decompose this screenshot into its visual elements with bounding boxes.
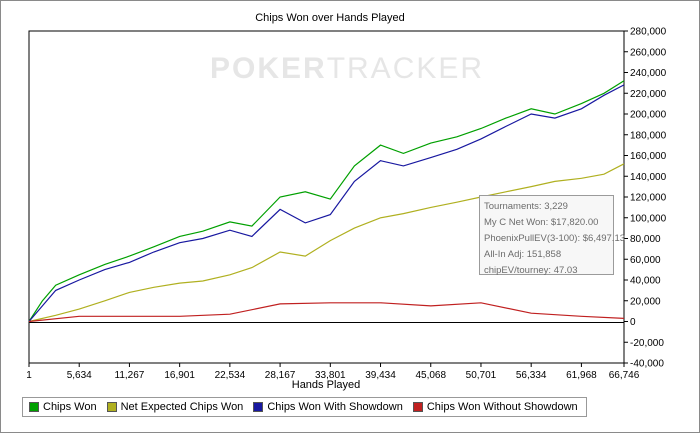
legend-item-1: Net Expected Chips Won <box>106 401 244 413</box>
y-tick-label: 40,000 <box>630 276 661 287</box>
legend-label: Chips Won <box>43 401 97 413</box>
series-lines <box>28 80 625 323</box>
legend-label: Chips Won Without Showdown <box>426 401 578 413</box>
x-axis-label: Hands Played <box>292 379 361 391</box>
x-tick-label: 33,801 <box>315 370 346 381</box>
y-tick-label: 60,000 <box>630 255 661 266</box>
stat-net-won: My C Net Won: $17,820.00 <box>484 217 599 228</box>
x-tick-label: 16,901 <box>164 370 195 381</box>
x-tick-label: 11,267 <box>115 370 145 381</box>
y-tick-label: -40,000 <box>630 359 664 370</box>
series-line-2 <box>28 84 625 322</box>
y-tick-label: 160,000 <box>630 151 667 162</box>
x-tick-label: 61,968 <box>566 370 597 381</box>
y-tick-label: 280,000 <box>630 27 667 38</box>
legend-swatch <box>412 402 423 412</box>
y-tick-label: 100,000 <box>630 213 667 224</box>
y-tick-label: 80,000 <box>630 234 661 245</box>
series-line-1 <box>28 163 625 323</box>
legend-label: Chips Won With Showdown <box>267 401 403 413</box>
stat-phoenix-ev: PhoenixPullEV(3-100): $6,497.13 <box>484 233 626 244</box>
x-tick-label: 28,167 <box>265 370 296 381</box>
x-tick-label: 1 <box>26 370 32 381</box>
legend-item-2: Chips Won With Showdown <box>253 401 403 413</box>
x-tick-label: 22,534 <box>215 370 246 381</box>
x-axis: 1 5,634 11,267 16,901 22,534 28,167 33,801 39,4… <box>26 363 640 381</box>
y-tick-label: 120,000 <box>630 193 667 204</box>
stat-chipev: chipEV/tourney: 47.03 <box>484 265 578 276</box>
x-tick-label: 45,068 <box>415 370 446 381</box>
y-tick-label: 220,000 <box>630 89 667 100</box>
y-tick-label: 240,000 <box>630 68 667 79</box>
x-tick-label: 66,746 <box>609 370 640 381</box>
legend-swatch <box>106 402 117 412</box>
x-tick-label: 50,701 <box>466 370 497 381</box>
legend-swatch <box>29 402 39 412</box>
legend-item-0: Chips Won <box>29 401 97 413</box>
chart-title: Chips Won over Hands Played <box>255 12 405 24</box>
watermark-logo: POKERTRACKER <box>210 52 485 85</box>
x-tick-label: 39,434 <box>365 370 396 381</box>
y-tick-label: 260,000 <box>630 47 667 58</box>
series-line-0 <box>28 80 625 322</box>
chart-legend: Chips Won Net Expected Chips Won Chips Won… <box>22 397 587 417</box>
series-line-3 <box>28 302 625 323</box>
x-tick-label: 5,634 <box>67 370 92 381</box>
legend-item-3: Chips Won Without Showdown <box>412 401 578 413</box>
x-tick-label: 56,334 <box>516 370 547 381</box>
stats-info-box: Tournaments: 3,229 My C Net Won: $17,820… <box>479 195 626 276</box>
legend-label: Net Expected Chips Won <box>120 401 244 413</box>
y-axis: -40,000 -20,000 0 20,000 40,000 60,000 80,000 1… <box>624 27 667 370</box>
stat-tournaments: Tournaments: 3,229 <box>484 201 568 212</box>
y-tick-label: 140,000 <box>630 172 667 183</box>
y-tick-label: 200,000 <box>630 110 667 121</box>
y-tick-label: 20,000 <box>630 296 661 307</box>
stat-allin-adj: All-In Adj: 151,858 <box>484 249 562 260</box>
y-tick-label: -20,000 <box>630 338 664 349</box>
y-tick-label: 180,000 <box>630 130 667 141</box>
legend-swatch <box>253 402 264 412</box>
y-tick-label: 0 <box>630 317 636 328</box>
